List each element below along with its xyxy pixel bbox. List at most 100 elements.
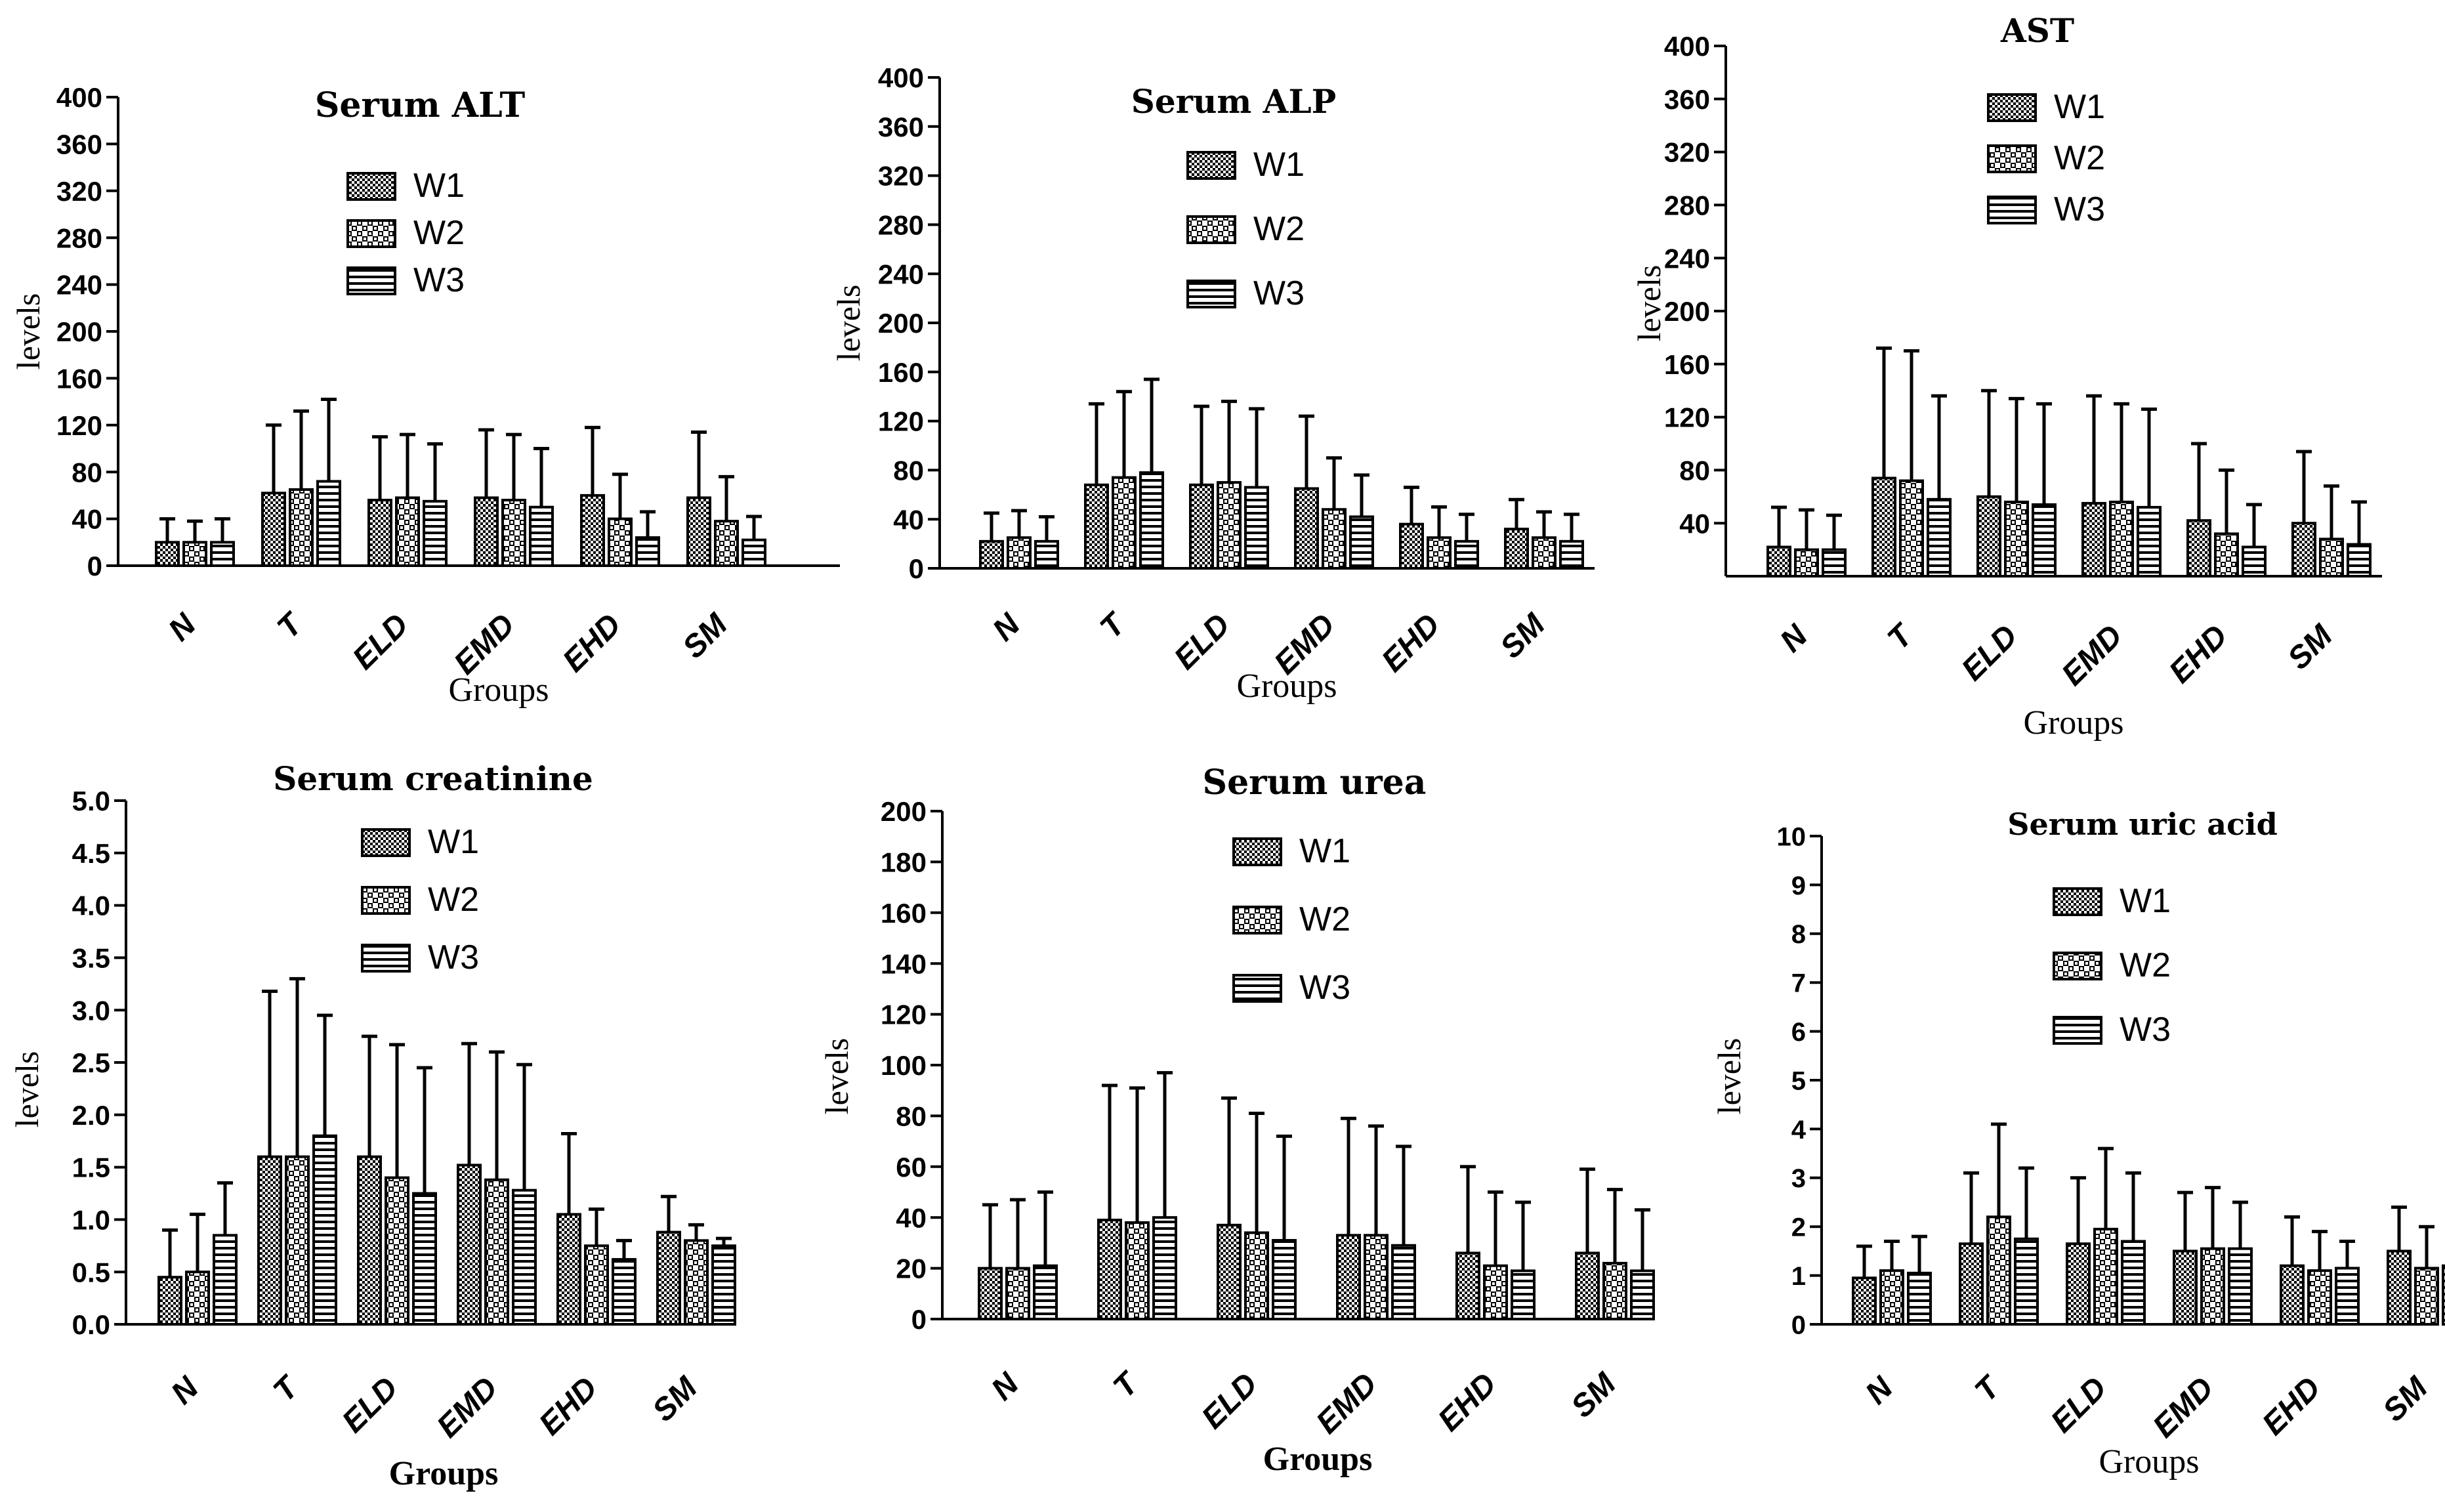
y-tick-label: 280 [878,210,924,241]
legend-swatch-w1 [1987,93,2037,122]
x-axis-label: Groups [1263,1440,1373,1478]
legend-swatch-w2 [1186,215,1236,244]
y-axis-label: levels [1631,265,1667,342]
x-axis-label: Groups [389,1455,499,1492]
legend-label: W3 [428,938,479,976]
bar-w2 [1217,481,1242,570]
legend-label: W1 [1253,146,1305,184]
legend-swatch-w3 [346,266,396,295]
bar-w3 [2137,505,2162,578]
bar-w3 [1454,539,1479,570]
bar-w3 [1907,1271,1932,1326]
x-tick-label: T [1969,1369,2009,1409]
bar-w1 [257,1155,282,1326]
y-tick-label: 200 [878,308,924,339]
bar-w2 [714,520,739,567]
y-tick-label: 80 [1679,455,1710,486]
bar-w2 [1005,1267,1030,1320]
bar-w2 [501,499,526,567]
y-tick-label: 200 [1664,296,1710,327]
x-tick-label: EMD [430,1370,505,1444]
y-tick-label: 180 [881,847,927,878]
y-tick-label: 0 [1791,1311,1806,1339]
bar-w2 [289,488,314,567]
legend-label: W3 [1253,274,1305,312]
bar-w2 [1007,536,1032,570]
x-tick-label: N [986,606,1028,648]
x-tick-label: N [162,606,203,648]
y-tick-label: 8 [1791,920,1806,949]
bar-w1 [979,539,1004,570]
bar-w3 [423,499,448,568]
bar-w1 [556,1213,581,1326]
legend-swatch-w1 [361,828,411,857]
bar-w3 [612,1258,637,1326]
bar-w2 [395,496,420,567]
x-tick-label: T [271,606,311,646]
bar-w2 [2200,1247,2225,1326]
legend-label: W3 [2120,1011,2171,1049]
legend-swatch-w1 [2053,887,2102,916]
y-tick-label: 80 [893,455,924,486]
x-tick-label: EMD [448,607,522,681]
bar-w3 [2014,1237,2039,1326]
chart-panel: Serum ALT 0 40 80 120 160 200 240 280 320 360 400 le… [10,82,840,709]
bar-w1 [1871,476,1896,578]
y-axis-label: levels [818,1038,855,1115]
legend-label: W1 [428,823,479,861]
x-tick-label: T [1094,606,1134,646]
y-tick-label: 320 [56,176,102,207]
chart-panel: AST 40 80 120 160 200 240 280 320 360 400 levels Gro… [1631,11,2382,742]
bar-w1 [2291,522,2316,578]
chart-panel: Serum creatinine 0.0 0.5 1.0 1.5 2.0 2.5 3.0 3.5… [9,759,736,1492]
y-tick-label: 5 [1791,1066,1806,1095]
x-tick-label: N [165,1370,206,1411]
bar-w1 [1399,522,1424,570]
bar-w1 [1455,1251,1480,1321]
legend-label: W1 [1299,832,1350,870]
legend-label: W2 [1299,900,1350,938]
bar-w2 [584,1244,609,1326]
bar-w2 [1112,476,1137,570]
bar-w3 [2242,545,2267,578]
y-tick-label: 3 [1791,1164,1806,1193]
y-tick-label: 60 [896,1152,927,1183]
bar-w1 [2173,1250,2198,1326]
y-tick-label: 200 [881,796,927,827]
legend-label: W2 [1253,210,1305,248]
x-tick-label: EMD [2146,1370,2221,1444]
bar-w3 [1391,1244,1416,1321]
x-tick-label: EHD [556,607,628,679]
bar-w2 [2093,1227,2118,1326]
bar-w1 [261,492,286,568]
y-tick-label: 360 [878,112,924,142]
bar-w1 [2066,1242,2091,1326]
bar-w1 [357,1155,382,1326]
bar-w1 [474,496,499,567]
bar-w3 [1349,515,1374,570]
x-tick-label: EHD [2256,1370,2328,1442]
x-tick-label: ELD [335,1370,404,1439]
bar-w1 [1959,1242,1984,1326]
chart-title: Serum ALP [1131,82,1336,121]
y-tick-label: 2.0 [72,1100,110,1131]
x-tick-label: SM [2376,1370,2435,1429]
legend-label: W1 [2054,88,2105,126]
y-tick-label: 100 [881,1050,927,1081]
bar-w1 [1766,545,1791,578]
y-tick-label: 0 [909,553,924,584]
x-tick-label: EHD [2163,618,2234,690]
bar-w2 [1427,536,1452,570]
chart-title: AST [2000,11,2074,50]
y-tick-label: 4.0 [72,891,110,921]
y-tick-label: 160 [56,364,102,394]
bar-w3 [2347,543,2372,578]
bar-w2 [1794,548,1819,578]
x-tick-label: N [1859,1370,1900,1411]
x-tick-label: ELD [1955,618,2024,687]
x-tick-label: N [985,1366,1026,1407]
bar-w2 [1322,508,1347,570]
y-tick-label: 80 [72,457,102,488]
bar-w3 [2228,1247,2253,1326]
